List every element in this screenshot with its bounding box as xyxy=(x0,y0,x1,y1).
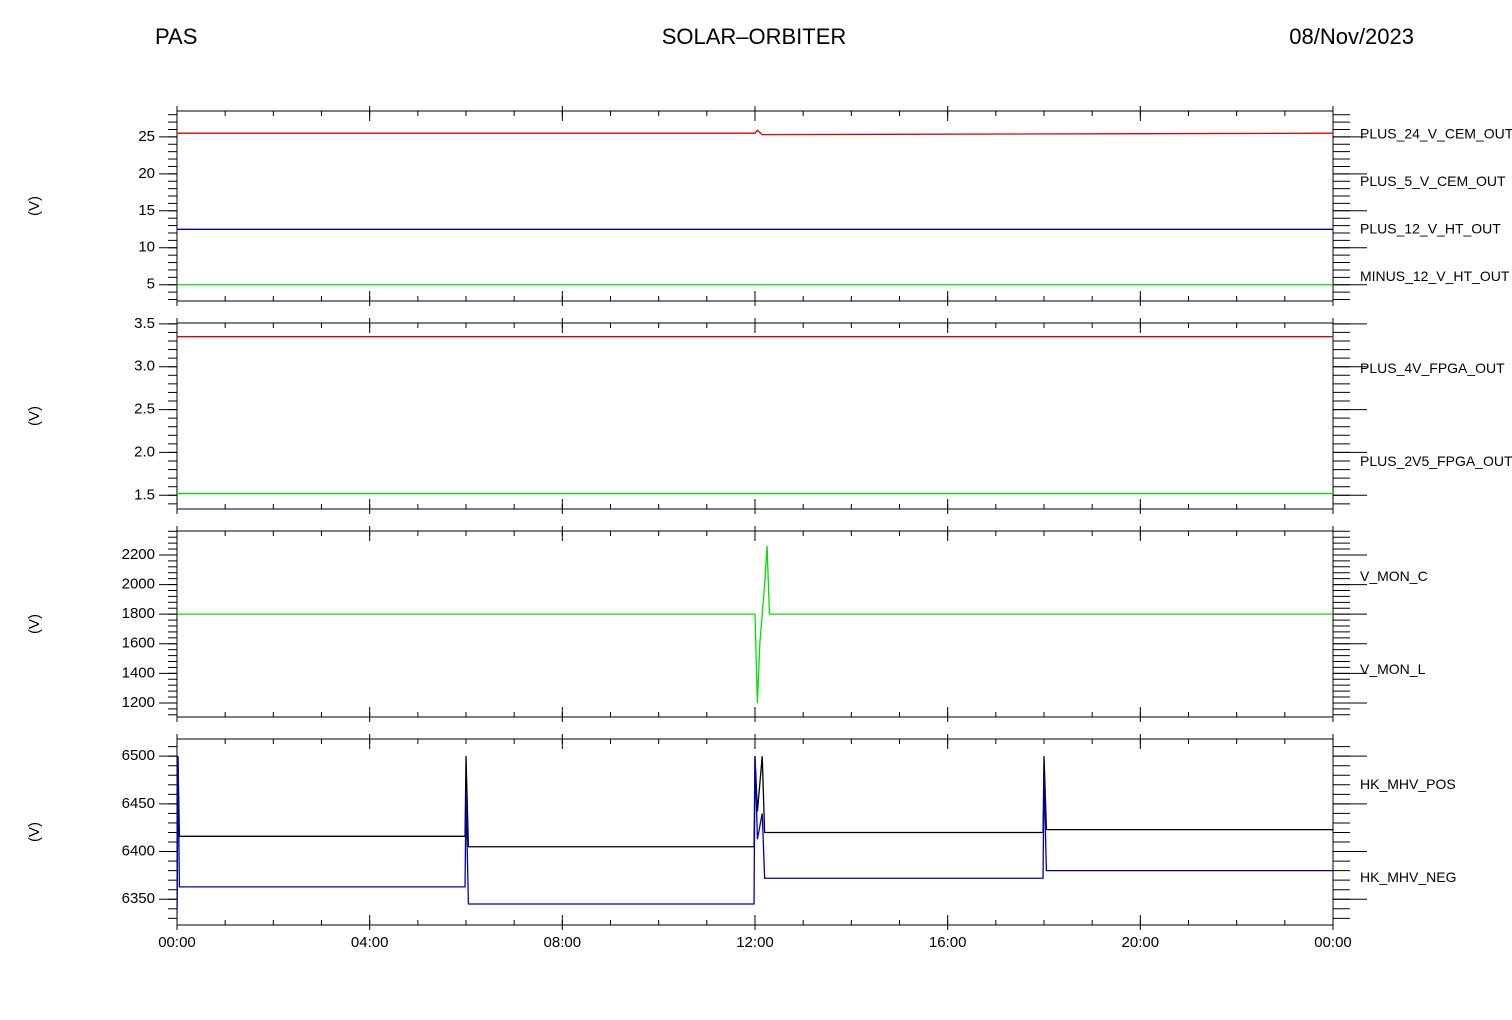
y-tick-label: 6500 xyxy=(122,747,155,764)
y-tick-label: 2.0 xyxy=(134,443,155,460)
y-tick-label: 2200 xyxy=(122,546,155,563)
y-tick-label: 1.5 xyxy=(134,486,155,503)
legend-label: PLUS_5_V_CEM_OUT xyxy=(1360,173,1506,189)
y-tick-label: 1200 xyxy=(122,694,155,711)
series-line xyxy=(177,546,1333,703)
series-line xyxy=(177,129,1333,136)
x-tick-label: 00:00 xyxy=(1314,934,1352,951)
series-line xyxy=(177,756,1333,914)
plot-frame xyxy=(176,110,1334,302)
legend-label: PLUS_24_V_CEM_OUT xyxy=(1360,125,1512,141)
legend-label: PLUS_2V5_FPGA_OUT xyxy=(1360,453,1512,469)
plot-area xyxy=(177,129,1333,286)
legend-label: V_MON_C xyxy=(1360,568,1428,584)
y-tick-label: 3.0 xyxy=(134,358,155,375)
y-tick-label: 25 xyxy=(138,128,155,145)
y-tick-label: 1600 xyxy=(122,635,155,652)
x-tick-label: 20:00 xyxy=(1122,934,1160,951)
y-tick-label: 15 xyxy=(138,202,155,219)
legend-label: V_MON_L xyxy=(1360,661,1426,677)
x-tick-label: 12:00 xyxy=(736,934,774,951)
x-tick-label: 04:00 xyxy=(351,934,389,951)
y-tick-label: 2.5 xyxy=(134,401,155,418)
y-tick-label: 20 xyxy=(138,165,155,182)
y-tick-label: 2000 xyxy=(122,576,155,593)
plot-area xyxy=(177,546,1333,703)
x-tick-label: 08:00 xyxy=(544,934,582,951)
legend-label: MINUS_12_V_HT_OUT xyxy=(1360,268,1510,284)
y-axis-label: (V) xyxy=(26,822,43,842)
y-axis-label: (V) xyxy=(26,614,43,634)
y-axis-label: (V) xyxy=(26,196,43,216)
y-tick-label: 6350 xyxy=(122,890,155,907)
legend-label: PLUS_12_V_HT_OUT xyxy=(1360,220,1501,236)
y-tick-label: 5 xyxy=(147,276,155,293)
legend-label: HK_MHV_NEG xyxy=(1360,869,1456,885)
header-center: SOLAR–ORBITER xyxy=(662,24,847,49)
legend-label: PLUS_4V_FPGA_OUT xyxy=(1360,360,1505,376)
y-tick-label: 1400 xyxy=(122,664,155,681)
x-tick-label: 00:00 xyxy=(158,934,196,951)
y-axis-label: (V) xyxy=(26,406,43,426)
header-left: PAS xyxy=(155,24,197,49)
plot-frame xyxy=(176,322,1334,510)
y-tick-label: 10 xyxy=(138,239,155,256)
y-tick-label: 6400 xyxy=(122,843,155,860)
plot-area xyxy=(177,756,1333,914)
header-right: 08/Nov/2023 xyxy=(1289,24,1414,49)
x-tick-label: 16:00 xyxy=(929,934,967,951)
y-tick-label: 6450 xyxy=(122,795,155,812)
y-tick-label: 1800 xyxy=(122,605,155,622)
plot-area xyxy=(177,336,1333,495)
legend-label: HK_MHV_POS xyxy=(1360,776,1456,792)
y-tick-label: 3.5 xyxy=(134,315,155,332)
